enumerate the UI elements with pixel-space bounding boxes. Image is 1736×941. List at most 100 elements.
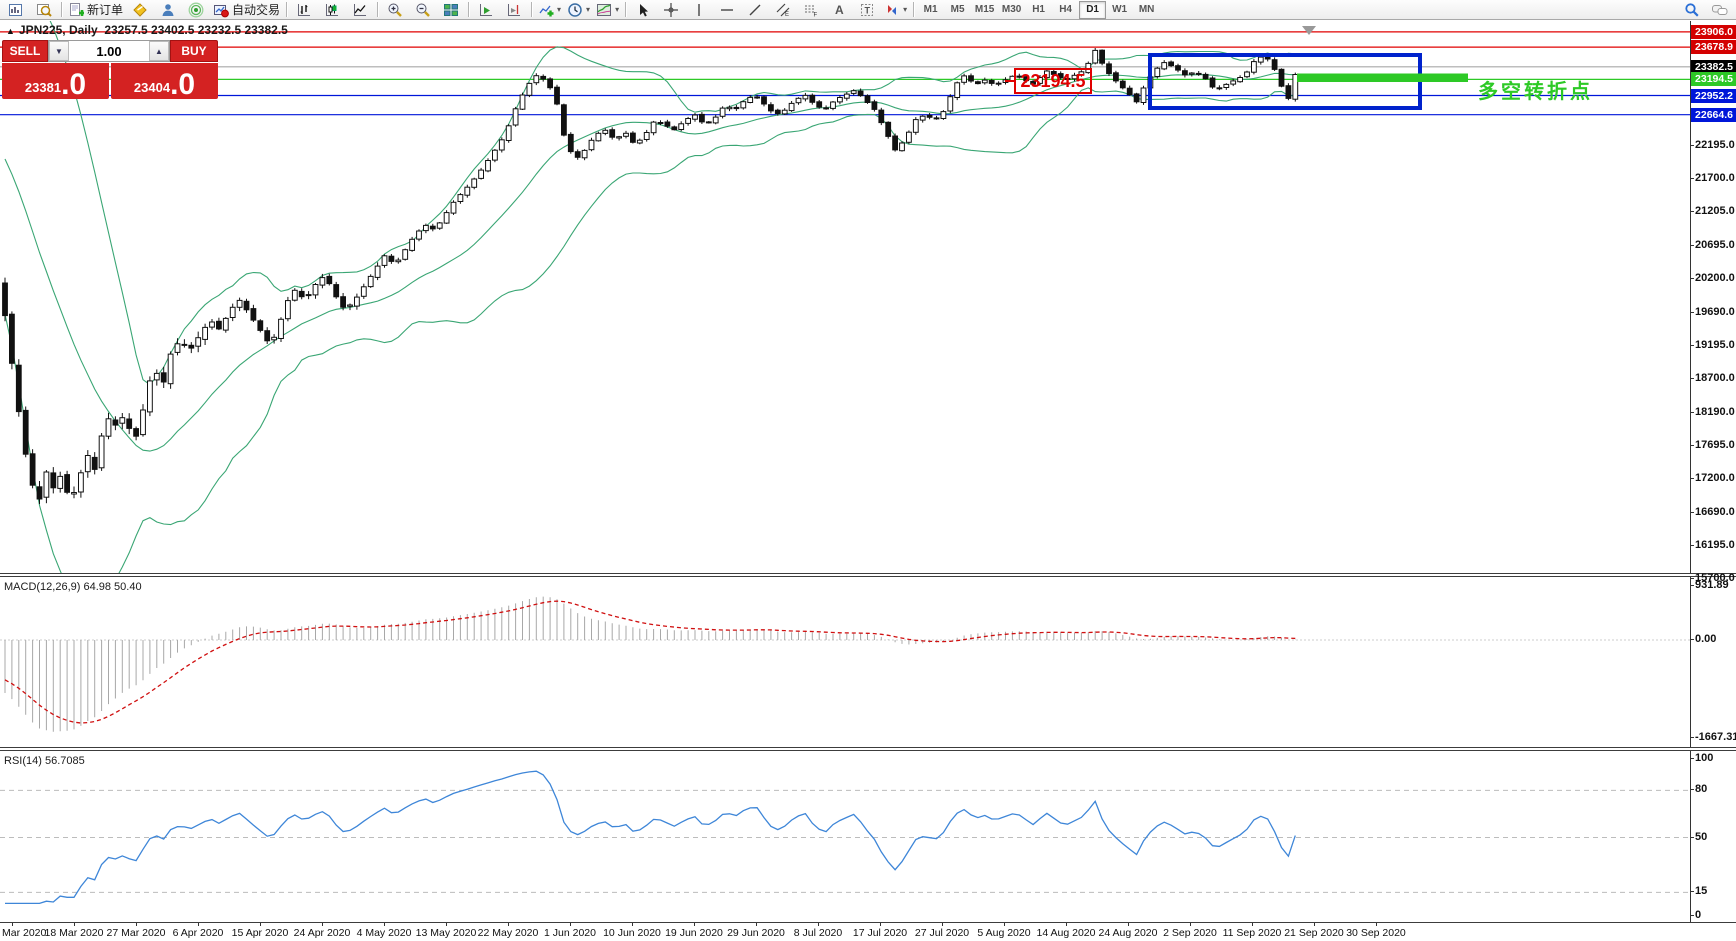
chart-title: ▲ JPN225, Daily 23257.5 23402.5 23232.5 2… <box>6 23 288 37</box>
date-axis-label: 19 Jun 2020 <box>665 927 723 939</box>
channel-tool-button[interactable]: E <box>769 0 797 20</box>
price-level-badge: 23194.5 <box>1691 72 1736 86</box>
new-order-label: 新订单 <box>87 3 124 17</box>
metaeditor-button[interactable] <box>126 0 154 20</box>
candlestick-chart-button[interactable] <box>318 0 346 20</box>
search-icon <box>1685 2 1699 17</box>
buy-price[interactable]: 23404. 0 <box>111 63 218 99</box>
date-axis-label: 5 Aug 2020 <box>977 927 1031 939</box>
toolbar-separator <box>913 2 915 17</box>
volume-input[interactable] <box>69 41 149 61</box>
price-axis-tick: 19690.0 <box>1690 306 1735 318</box>
collapse-panel-icon[interactable]: ▲ <box>6 26 15 36</box>
date-axis-tick <box>694 923 695 926</box>
timeframe-m15[interactable]: M15 <box>974 4 995 15</box>
date-axis-label: 24 Aug 2020 <box>1098 927 1158 939</box>
chart-area: ▲ JPN225, Daily 23257.5 23402.5 23232.5 2… <box>0 21 1736 941</box>
macd-axis-tick: 931.89 <box>1690 579 1729 591</box>
cursor-tool-button[interactable] <box>629 0 657 20</box>
date-axis-label: 27 Mar 2020 <box>106 927 166 939</box>
strategy-tester-button[interactable] <box>154 0 182 20</box>
crosshair-icon <box>664 2 679 17</box>
fibonacci-tool-button[interactable]: F <box>797 0 825 20</box>
chart-shift-button[interactable] <box>500 0 528 20</box>
price-axis-tick: 20200.0 <box>1690 272 1735 284</box>
date-axis-label: 1 Jun 2020 <box>544 927 596 939</box>
horizontal-line-tool-button[interactable] <box>713 0 741 20</box>
main-price-chart[interactable] <box>0 21 1690 573</box>
trendline-tool-button[interactable] <box>741 0 769 20</box>
chevron-down-icon: ▾ <box>615 4 620 14</box>
new-order-button[interactable]: 新订单 <box>65 0 126 20</box>
search-button[interactable] <box>1678 0 1706 20</box>
timeframe-m1[interactable]: M1 <box>923 4 938 15</box>
auto-scroll-button[interactable] <box>472 0 500 20</box>
sell-price[interactable]: 23381. 0 <box>2 63 109 99</box>
timeframe-mn[interactable]: MN <box>1138 4 1155 15</box>
vertical-line-tool-button[interactable] <box>685 0 713 20</box>
buy-button[interactable]: BUY <box>170 40 218 62</box>
profiles-icon <box>37 3 52 17</box>
cursor-icon <box>640 3 649 16</box>
date-axis[interactable]: Mar 2020 18 Mar 2020 27 Mar 2020 6 Apr 2020… <box>0 922 1736 941</box>
rsi-axis-tick: 100 <box>1689 752 1714 764</box>
chevron-up-icon: ▲ <box>155 46 163 56</box>
text-tool-button[interactable]: A <box>825 0 853 20</box>
chat-button[interactable] <box>1706 0 1734 20</box>
equidistant-channel-icon: E <box>776 3 790 18</box>
new-chart-button[interactable] <box>2 0 30 20</box>
indicators-button[interactable]: ▾ <box>535 0 564 20</box>
date-axis-label: 24 Apr 2020 <box>293 927 351 939</box>
tile-windows-button[interactable] <box>437 0 465 20</box>
zoom-out-button[interactable] <box>409 0 437 20</box>
macd-pane[interactable] <box>0 578 1690 747</box>
timeframe-group: M1 M5 M15 M30 H1 H4 D1 W1 MN <box>917 0 1160 19</box>
rsi-pane[interactable] <box>0 752 1690 922</box>
price-callout-label[interactable]: 23194.5 <box>1005 68 1092 94</box>
rsi-label: RSI(14) 56.7085 <box>4 755 85 767</box>
line-chart-button[interactable] <box>346 0 374 20</box>
date-axis-tick <box>1376 923 1377 926</box>
volume-decrease-button[interactable]: ▼ <box>49 41 69 61</box>
crosshair-tool-button[interactable] <box>657 0 685 20</box>
auto-scroll-icon <box>480 3 493 16</box>
zoom-out-icon <box>416 3 430 17</box>
timeframe-d1[interactable]: D1 <box>1079 0 1107 19</box>
text-label-tool-button[interactable]: T <box>853 0 881 20</box>
timeframe-h4[interactable]: H4 <box>1059 4 1072 15</box>
timeframe-m30[interactable]: M30 <box>1001 4 1022 15</box>
volume-increase-button[interactable]: ▲ <box>149 41 169 61</box>
chart-shift-icon <box>508 3 521 16</box>
price-axis-tick: 17695.0 <box>1690 439 1735 451</box>
sell-button[interactable]: SELL <box>2 40 48 62</box>
sell-price-main: 23381 <box>24 80 62 95</box>
rsi-axis-tick: 15 <box>1689 885 1708 897</box>
timeframe-w1[interactable]: W1 <box>1112 4 1128 15</box>
zoom-in-button[interactable] <box>381 0 409 20</box>
templates-button[interactable]: ▾ <box>593 0 622 20</box>
periods-button[interactable]: ▾ <box>564 0 593 20</box>
pane-separator[interactable] <box>0 747 1736 751</box>
timeframe-m5[interactable]: M5 <box>950 4 965 15</box>
zoom-in-icon <box>388 3 402 17</box>
autotrading-button[interactable]: 自动交易 <box>210 0 283 20</box>
arrows-tool-button[interactable]: ▾ <box>881 0 910 20</box>
timeframe-h1[interactable]: H1 <box>1032 4 1045 15</box>
price-level-badge: 23382.5 <box>1691 60 1736 74</box>
turning-point-annotation[interactable]: 多空转折点 <box>1478 81 1593 103</box>
price-axis-tick: 21205.0 <box>1690 205 1735 217</box>
date-axis-tick <box>1252 923 1253 926</box>
date-axis-tick <box>880 923 881 926</box>
candlestick-chart-icon <box>326 3 339 16</box>
bar-chart-button[interactable] <box>290 0 318 20</box>
toolbar-separator <box>531 2 533 17</box>
signals-button[interactable] <box>182 0 210 20</box>
price-axis-tick: 21700.0 <box>1690 172 1735 184</box>
price-axis-tick: 18190.0 <box>1690 406 1735 418</box>
price-axis-tick: 16690.0 <box>1690 506 1735 518</box>
price-level-badge: 22664.6 <box>1691 108 1736 122</box>
chart-title-ohlc: 23257.5 23402.5 23232.5 23382.5 <box>104 23 288 37</box>
pane-separator[interactable] <box>0 573 1736 577</box>
profiles-button[interactable] <box>30 0 58 20</box>
